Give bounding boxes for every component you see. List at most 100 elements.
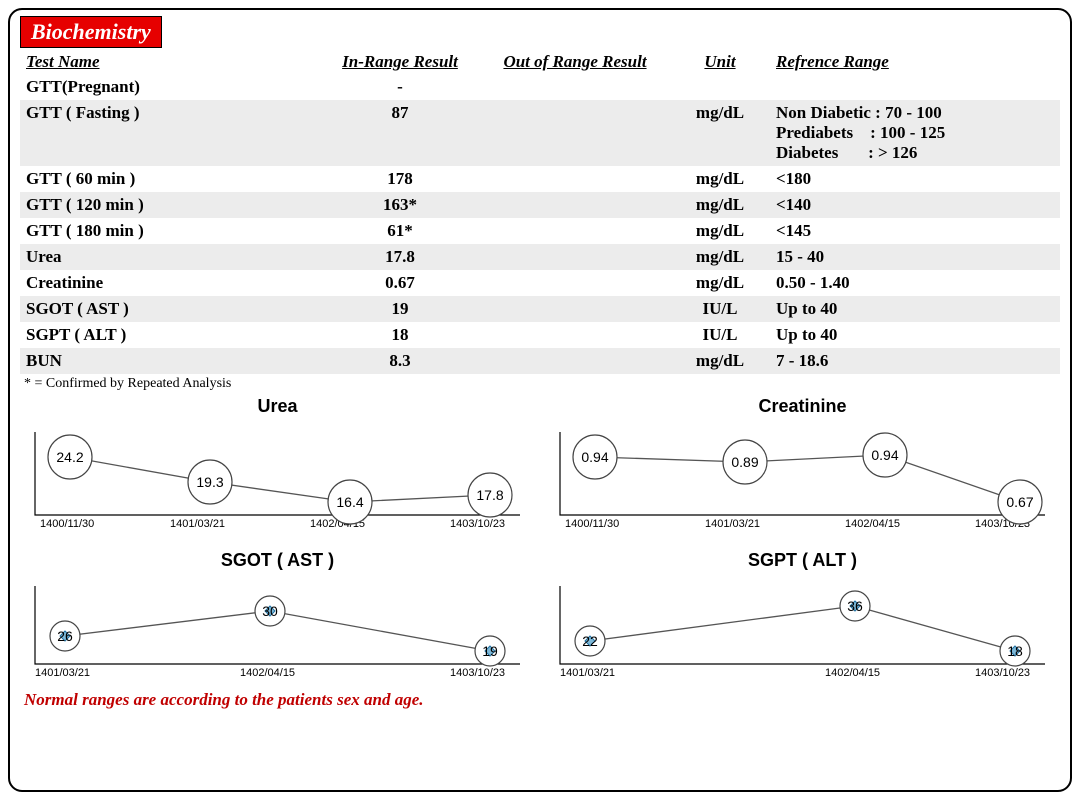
svg-text:1403/10/23: 1403/10/23 bbox=[450, 667, 505, 679]
asterisk-note: * = Confirmed by Repeated Analysis bbox=[20, 374, 1060, 394]
svg-text:36: 36 bbox=[847, 598, 863, 614]
svg-text:0.94: 0.94 bbox=[581, 449, 608, 465]
col-header-test: Test Name bbox=[20, 50, 320, 74]
svg-text:1400/11/30: 1400/11/30 bbox=[565, 518, 619, 530]
table-cell bbox=[480, 218, 670, 244]
col-header-unit: Unit bbox=[670, 50, 770, 74]
table-cell: mg/dL bbox=[670, 218, 770, 244]
table-cell: 7 - 18.6 bbox=[770, 348, 1060, 374]
table-row: SGPT ( ALT )18 IU/LUp to 40 bbox=[20, 322, 1060, 348]
svg-text:1401/03/21: 1401/03/21 bbox=[35, 667, 90, 679]
table-cell: Up to 40 bbox=[770, 296, 1060, 322]
table-row: GTT ( 120 min )163* mg/dL<140 bbox=[20, 192, 1060, 218]
section-title-badge: Biochemistry bbox=[20, 16, 162, 48]
svg-text:30: 30 bbox=[262, 603, 278, 619]
table-cell: 0.50 - 1.40 bbox=[770, 270, 1060, 296]
table-row: SGOT ( AST )19 IU/LUp to 40 bbox=[20, 296, 1060, 322]
table-cell: <180 bbox=[770, 166, 1060, 192]
table-cell: GTT ( 60 min ) bbox=[20, 166, 320, 192]
table-cell: SGPT ( ALT ) bbox=[20, 322, 320, 348]
svg-text:1401/03/21: 1401/03/21 bbox=[705, 518, 760, 530]
table-cell: 0.67 bbox=[320, 270, 480, 296]
svg-text:19.3: 19.3 bbox=[196, 474, 223, 490]
table-cell: 18 bbox=[320, 322, 480, 348]
table-row: GTT ( 60 min )178 mg/dL<180 bbox=[20, 166, 1060, 192]
svg-text:1400/11/30: 1400/11/30 bbox=[40, 518, 94, 530]
table-cell bbox=[670, 74, 770, 100]
table-cell: - bbox=[320, 74, 480, 100]
table-cell: IU/L bbox=[670, 296, 770, 322]
chart-title: SGPT ( ALT ) bbox=[545, 550, 1060, 571]
table-cell: 15 - 40 bbox=[770, 244, 1060, 270]
results-table: Test Name In-Range Result Out of Range R… bbox=[20, 50, 1060, 374]
table-header-row: Test Name In-Range Result Out of Range R… bbox=[20, 50, 1060, 74]
svg-text:1402/04/15: 1402/04/15 bbox=[845, 518, 900, 530]
col-header-out: Out of Range Result bbox=[480, 50, 670, 74]
table-cell bbox=[770, 74, 1060, 100]
table-cell: GTT ( 120 min ) bbox=[20, 192, 320, 218]
table-cell bbox=[480, 100, 670, 166]
charts-grid: Urea 1400/11/30 1401/03/21 1402/04/15 1403/1… bbox=[20, 396, 1060, 690]
table-cell: 19 bbox=[320, 296, 480, 322]
svg-text:1403/10/23: 1403/10/23 bbox=[450, 518, 505, 530]
trend-chart: SGOT ( AST )1401/03/211402/04/151403/10/… bbox=[20, 550, 535, 690]
table-cell: Creatinine bbox=[20, 270, 320, 296]
svg-text:0.94: 0.94 bbox=[871, 447, 898, 463]
table-cell: <145 bbox=[770, 218, 1060, 244]
svg-text:26: 26 bbox=[57, 628, 73, 644]
table-cell: Non Diabetic : 70 - 100 Prediabets : 100… bbox=[770, 100, 1060, 166]
table-cell: Up to 40 bbox=[770, 322, 1060, 348]
table-cell bbox=[480, 192, 670, 218]
table-cell bbox=[480, 166, 670, 192]
table-cell: mg/dL bbox=[670, 270, 770, 296]
table-cell bbox=[480, 270, 670, 296]
table-cell: <140 bbox=[770, 192, 1060, 218]
trend-chart: SGPT ( ALT ) 1401/03/21 1402/04/15 1403/10/… bbox=[545, 550, 1060, 690]
svg-text:24.2: 24.2 bbox=[56, 449, 83, 465]
table-cell: mg/dL bbox=[670, 244, 770, 270]
svg-text:1401/03/21: 1401/03/21 bbox=[560, 667, 615, 679]
table-cell: BUN bbox=[20, 348, 320, 374]
table-row: GTT(Pregnant)- bbox=[20, 74, 1060, 100]
table-cell: mg/dL bbox=[670, 166, 770, 192]
table-row: Creatinine0.67 mg/dL0.50 - 1.40 bbox=[20, 270, 1060, 296]
chart-title: Urea bbox=[20, 396, 535, 417]
table-cell: 17.8 bbox=[320, 244, 480, 270]
table-row: GTT ( 180 min )61* mg/dL<145 bbox=[20, 218, 1060, 244]
col-header-in: In-Range Result bbox=[320, 50, 480, 74]
svg-text:16.4: 16.4 bbox=[336, 494, 363, 510]
table-cell: IU/L bbox=[670, 322, 770, 348]
svg-text:0.89: 0.89 bbox=[731, 454, 758, 470]
table-cell: GTT ( 180 min ) bbox=[20, 218, 320, 244]
svg-text:0.67: 0.67 bbox=[1006, 494, 1033, 510]
table-cell bbox=[480, 348, 670, 374]
table-row: Urea17.8 mg/dL15 - 40 bbox=[20, 244, 1060, 270]
table-cell: 8.3 bbox=[320, 348, 480, 374]
table-cell: 178 bbox=[320, 166, 480, 192]
svg-text:1402/04/15: 1402/04/15 bbox=[825, 667, 880, 679]
svg-text:22: 22 bbox=[582, 633, 598, 649]
svg-text:17.8: 17.8 bbox=[476, 487, 503, 503]
svg-text:1402/04/15: 1402/04/15 bbox=[240, 667, 295, 679]
table-cell: SGOT ( AST ) bbox=[20, 296, 320, 322]
trend-chart: Urea1400/11/301401/03/211402/04/151403/1… bbox=[20, 396, 535, 546]
table-cell bbox=[480, 322, 670, 348]
table-row: GTT ( Fasting )87mg/dLNon Diabetic : 70 … bbox=[20, 100, 1060, 166]
table-cell: GTT(Pregnant) bbox=[20, 74, 320, 100]
svg-text:1401/03/21: 1401/03/21 bbox=[170, 518, 225, 530]
col-header-ref: Refrence Range bbox=[770, 50, 1060, 74]
footer-note: Normal ranges are according to the patie… bbox=[20, 690, 1060, 710]
table-cell: 163* bbox=[320, 192, 480, 218]
chart-title: Creatinine bbox=[545, 396, 1060, 417]
table-cell: mg/dL bbox=[670, 348, 770, 374]
table-cell: 61* bbox=[320, 218, 480, 244]
table-cell: mg/dL bbox=[670, 192, 770, 218]
svg-text:1403/10/23: 1403/10/23 bbox=[975, 667, 1030, 679]
table-cell: 87 bbox=[320, 100, 480, 166]
table-cell bbox=[480, 74, 670, 100]
table-cell: Urea bbox=[20, 244, 320, 270]
table-row: BUN8.3 mg/dL7 - 18.6 bbox=[20, 348, 1060, 374]
table-cell bbox=[480, 296, 670, 322]
table-cell bbox=[480, 244, 670, 270]
lab-report: Biochemistry Test Name In-Range Result O… bbox=[8, 8, 1072, 792]
